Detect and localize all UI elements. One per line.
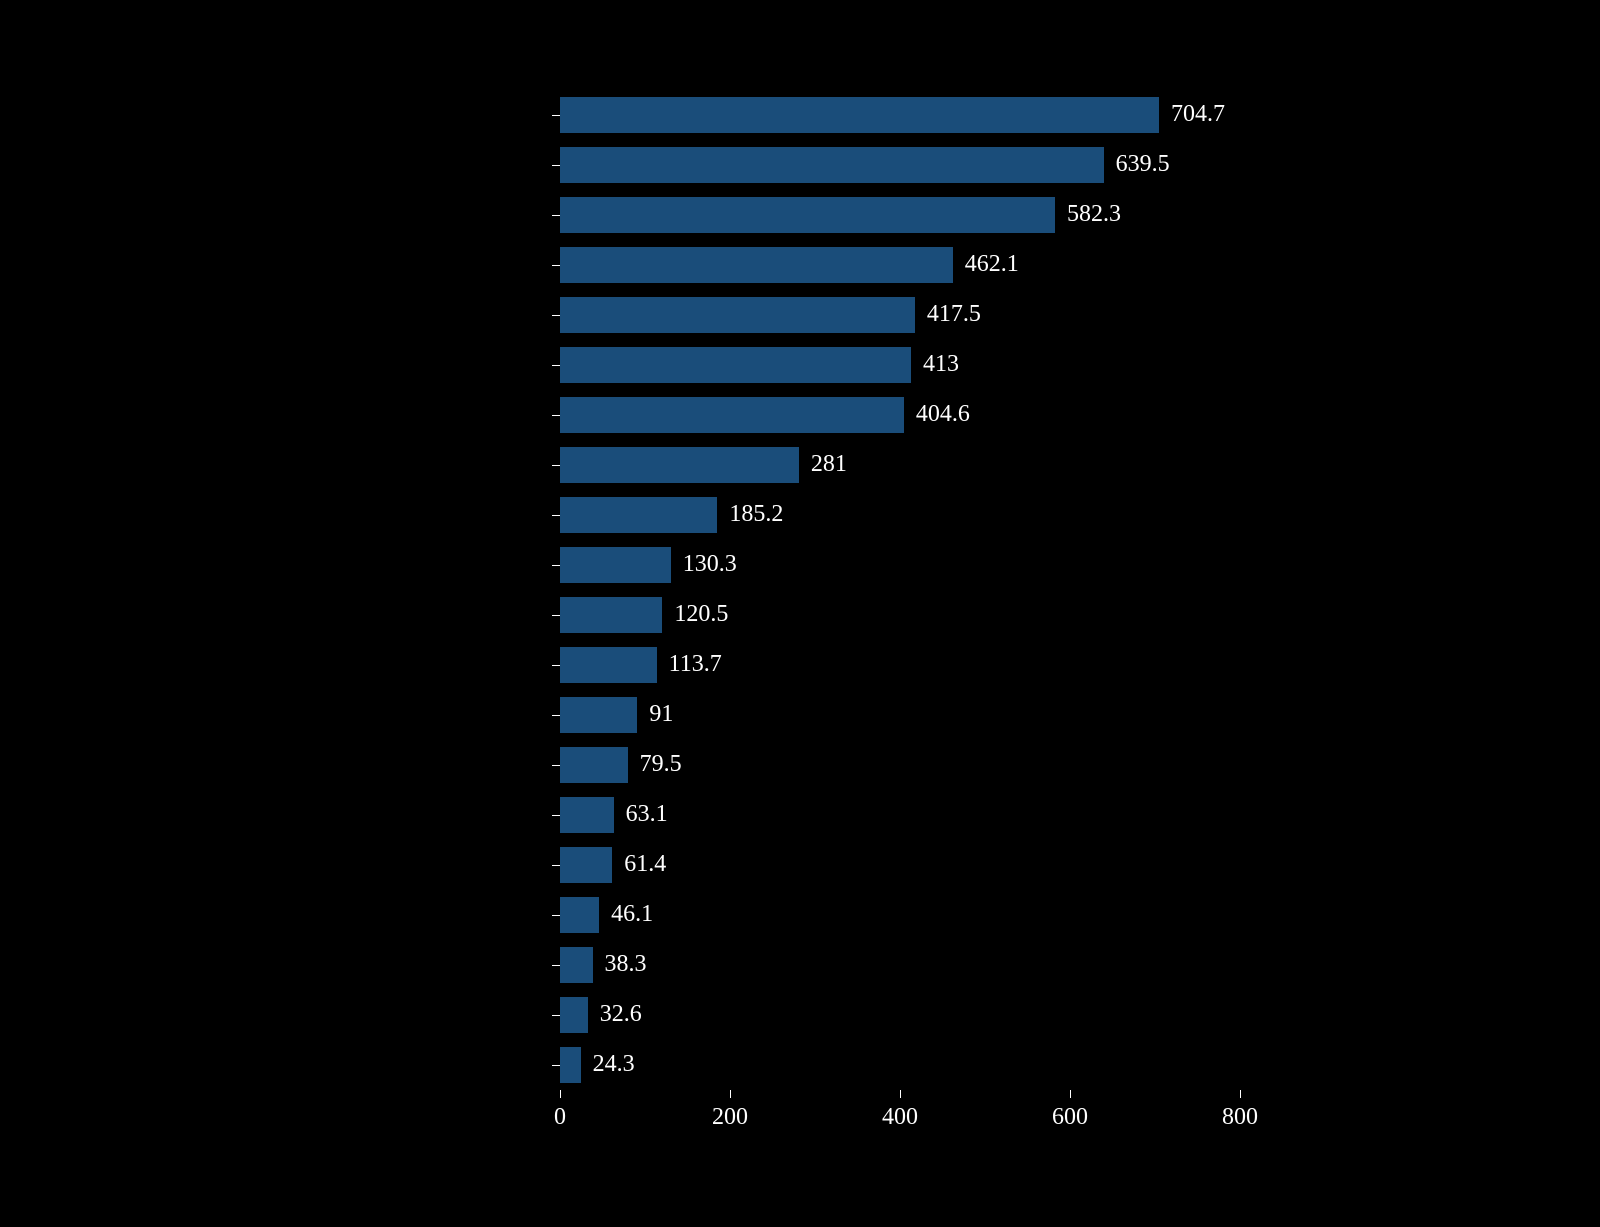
y-tick <box>552 965 560 966</box>
value-label: 38.3 <box>605 951 647 978</box>
y-tick <box>552 1065 560 1066</box>
y-tick <box>552 215 560 216</box>
y-tick <box>552 165 560 166</box>
y-tick <box>552 815 560 816</box>
value-label: 281 <box>811 451 847 478</box>
bar <box>560 447 799 483</box>
bar <box>560 397 904 433</box>
bar-chart: Харчова промисловість704.7Сільське госпо… <box>0 0 1600 1227</box>
value-label: 46.1 <box>611 901 653 928</box>
value-label: 61.4 <box>624 851 666 878</box>
bar <box>560 297 915 333</box>
x-tick-label: 600 <box>1052 1104 1088 1131</box>
y-tick <box>552 115 560 116</box>
value-label: 63.1 <box>626 801 668 828</box>
y-tick <box>552 365 560 366</box>
y-tick <box>552 615 560 616</box>
value-label: 704.7 <box>1171 101 1225 128</box>
value-label: 582.3 <box>1067 201 1121 228</box>
y-tick <box>552 865 560 866</box>
y-tick <box>552 465 560 466</box>
value-label: 24.3 <box>593 1051 635 1078</box>
y-tick <box>552 315 560 316</box>
bar <box>560 497 717 533</box>
bar <box>560 197 1055 233</box>
value-label: 32.6 <box>600 1001 642 1028</box>
bar <box>560 747 628 783</box>
bar <box>560 147 1104 183</box>
y-tick <box>552 265 560 266</box>
y-tick <box>552 565 560 566</box>
y-tick <box>552 765 560 766</box>
bar <box>560 247 953 283</box>
x-tick <box>900 1090 901 1098</box>
x-tick-label: 800 <box>1222 1104 1258 1131</box>
value-label: 417.5 <box>927 301 981 328</box>
bar <box>560 597 662 633</box>
bar <box>560 647 657 683</box>
y-tick <box>552 515 560 516</box>
value-label: 639.5 <box>1116 151 1170 178</box>
value-label: 462.1 <box>965 251 1019 278</box>
bar <box>560 97 1159 133</box>
x-tick <box>1070 1090 1071 1098</box>
x-tick <box>730 1090 731 1098</box>
value-label: 130.3 <box>683 551 737 578</box>
x-tick-label: 0 <box>554 1104 566 1131</box>
value-label: 185.2 <box>729 501 783 528</box>
bar <box>560 1047 581 1083</box>
x-tick <box>560 1090 561 1098</box>
bar <box>560 947 593 983</box>
x-tick-label: 400 <box>882 1104 918 1131</box>
value-label: 91 <box>649 701 673 728</box>
bar <box>560 897 599 933</box>
value-label: 79.5 <box>640 751 682 778</box>
y-tick <box>552 665 560 666</box>
bar <box>560 847 612 883</box>
y-tick <box>552 415 560 416</box>
y-tick <box>552 915 560 916</box>
bar <box>560 997 588 1033</box>
bar <box>560 697 637 733</box>
value-label: 113.7 <box>669 651 722 678</box>
y-tick <box>552 715 560 716</box>
value-label: 404.6 <box>916 401 970 428</box>
x-tick <box>1240 1090 1241 1098</box>
bar <box>560 347 911 383</box>
x-tick-label: 200 <box>712 1104 748 1131</box>
y-tick <box>552 1015 560 1016</box>
value-label: 120.5 <box>674 601 728 628</box>
bar <box>560 547 671 583</box>
bar <box>560 797 614 833</box>
value-label: 413 <box>923 351 959 378</box>
